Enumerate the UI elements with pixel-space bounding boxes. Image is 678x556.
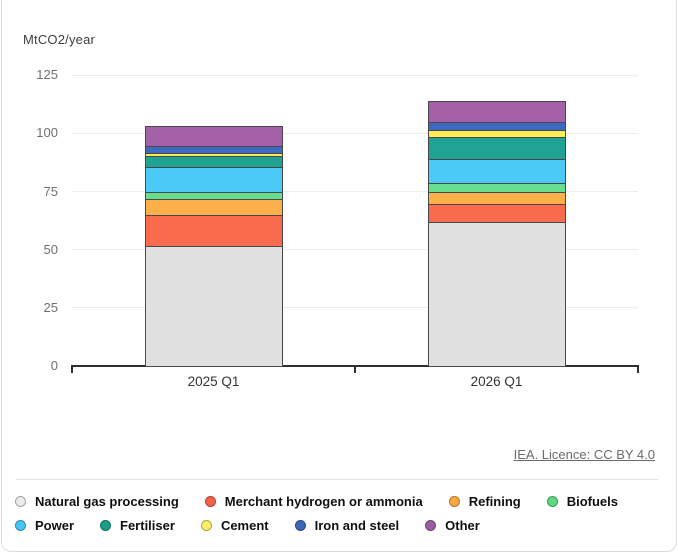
y-axis-tick-label: 125 [36,67,58,83]
legend-marker-icon [425,520,437,531]
bar-segment-iron-and-steel[interactable] [144,146,283,155]
bar-segment-refining[interactable] [144,198,283,216]
y-axis-tick-label: 25 [43,299,58,315]
bar-segment-power[interactable] [427,159,566,185]
legend-item-fertiliser[interactable]: Fertiliser [100,518,175,533]
bar-segment-fertiliser[interactable] [427,136,566,160]
legend-item-natural-gas-processing[interactable]: Natural gas processing [15,494,179,509]
y-axis-unit-label: MtCO2/year [23,32,96,47]
legend-marker-icon [200,520,212,531]
bar-segment-refining[interactable] [427,191,566,206]
legend-item-other[interactable]: Other [425,518,480,533]
bar-segment-merchant-hydrogen-or-ammonia[interactable] [144,214,283,248]
bar-segment-iron-and-steel[interactable] [427,121,566,131]
bar-segment-biofuels[interactable] [144,191,283,200]
legend-item-label: Refining [468,494,521,509]
legend-item-label: Natural gas processing [35,494,179,509]
legend-item-label: Biofuels [566,494,618,509]
bar-segment-merchant-hydrogen-or-ammonia[interactable] [427,204,566,223]
legend-marker-icon [204,496,216,507]
legend-marker-icon [448,496,460,507]
legend-item-label: Merchant hydrogen or ammonia [224,494,423,509]
y-axis-tick-label: 100 [36,125,58,141]
x-axis-tick [354,365,356,373]
bar-segment-cement[interactable] [427,129,566,138]
legend-marker-icon [15,520,26,531]
x-axis-tick [637,365,639,373]
x-axis-category-label: 2025 Q1 [187,374,240,389]
legend-item-biofuels[interactable]: Biofuels [546,494,618,509]
legend-item-power[interactable]: Power [15,518,74,533]
x-axis-tick [71,365,73,373]
license-link[interactable]: IEA. Licence: CC BY 4.0 [513,447,655,462]
y-axis-tick-label: 75 [43,183,58,199]
legend-item-refining[interactable]: Refining [448,494,521,509]
legend-item-label: Other [445,518,480,533]
bar-segment-other[interactable] [144,126,283,148]
legend-marker-icon [546,496,558,507]
bar-segment-natural-gas-processing[interactable] [427,221,566,367]
legend-divider [16,479,658,480]
gridline [72,132,638,134]
legend-marker-icon [15,496,26,507]
legend: Natural gas processing Merchant hydrogen … [15,494,663,533]
bar-segment-power[interactable] [144,167,283,193]
legend-item-iron-and-steel[interactable]: Iron and steel [294,518,400,533]
legend-item-merchant-hydrogen-or-ammonia[interactable]: Merchant hydrogen or ammonia [204,494,423,509]
gridline [72,307,638,309]
y-axis-tick-label: 50 [43,241,58,257]
gridline [72,74,638,76]
legend-marker-icon [100,520,112,531]
bar-segment-biofuels[interactable] [427,183,566,193]
legend-item-label: Fertiliser [120,518,175,533]
y-axis-tick-label: 0 [50,358,58,373]
bar-segment-other[interactable] [427,100,566,123]
bar-segment-fertiliser[interactable] [144,155,283,169]
legend-marker-icon [294,520,306,531]
gridline [72,191,638,193]
bar-segment-natural-gas-processing[interactable] [144,246,283,367]
gridline [72,249,638,251]
legend-item-label: Power [35,518,75,533]
legend-item-label: Iron and steel [314,518,400,533]
x-axis-category-label: 2026 Q1 [470,374,523,389]
legend-item-cement[interactable]: Cement [200,518,269,533]
legend-item-label: Cement [220,518,269,533]
